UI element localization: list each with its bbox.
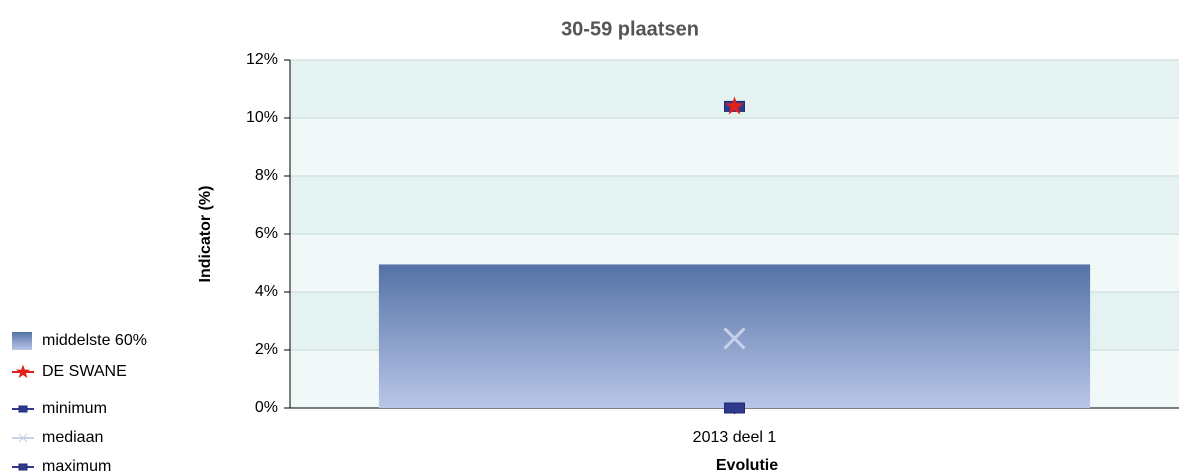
- legend-marker: [15, 364, 31, 379]
- legend-swatch: [12, 332, 32, 350]
- bar: [378, 264, 1091, 408]
- y-tick-label: 10%: [246, 109, 278, 126]
- y-tick-label: 4%: [255, 283, 278, 300]
- legend-label: mediaan: [42, 429, 103, 446]
- legend-marker: [18, 405, 28, 413]
- marker-star: [725, 96, 744, 115]
- y-axis-label: Indicator (%): [197, 186, 214, 283]
- y-tick-label: 6%: [255, 225, 278, 242]
- chart-title: 30-59 plaatsen: [561, 18, 699, 40]
- x-axis-label: Evolutie: [716, 457, 778, 474]
- y-tick-label: 0%: [255, 399, 278, 416]
- legend-marker: [18, 433, 28, 443]
- plot-band: [290, 118, 1179, 176]
- y-tick-label: 2%: [255, 341, 278, 358]
- x-tick-label: 2013 deel 1: [693, 429, 777, 446]
- legend-label: maximum: [42, 458, 111, 475]
- y-tick-label: 12%: [246, 51, 278, 68]
- legend-label: minimum: [42, 400, 107, 417]
- plot-band: [290, 176, 1179, 234]
- legend-label: DE SWANE: [42, 363, 127, 380]
- y-tick-label: 8%: [255, 167, 278, 184]
- marker-x: [723, 327, 746, 350]
- legend-marker: [18, 463, 28, 471]
- marker-dash: [724, 402, 745, 414]
- legend-label: middelste 60%: [42, 332, 147, 349]
